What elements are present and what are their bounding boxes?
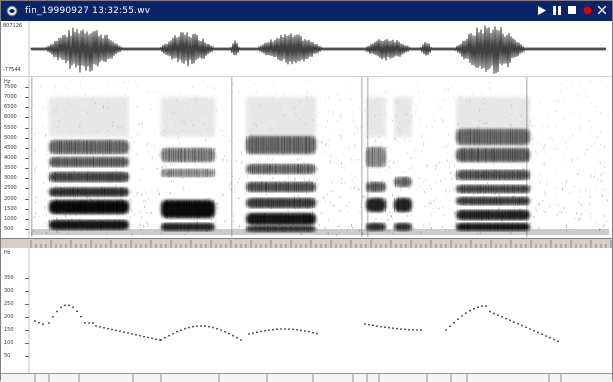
spectrogram-tick-label: 7500: [4, 84, 17, 90]
waveform-plot: [28, 21, 607, 76]
spectrogram-tick-mark: [25, 158, 29, 159]
spectrogram-tick-mark: [25, 208, 29, 210]
spectrogram-tick-mark: [25, 117, 29, 119]
spectrogram-tick-mark: [25, 137, 29, 139]
play-icon[interactable]: [536, 3, 548, 17]
spectrogram-tick-label: 5500: [4, 124, 17, 131]
pitch-unit-label: Hz: [4, 250, 11, 256]
spectrogram-pane[interactable]: Hz 7500 7000 6500 6000 5500 5000 4500 4000 3500 3…: [1, 77, 612, 238]
pitch-tick-mark: [25, 278, 29, 279]
spectrogram-tick-label: 6500: [4, 104, 17, 111]
spectrogram-tick-mark: [25, 218, 29, 220]
pitch-tick-label: 50: [4, 353, 11, 359]
pitch-pane[interactable]: Hz 350 300 250 200 150 100 50: [1, 248, 612, 373]
pitch-tick-label: 300: [4, 288, 14, 294]
window-title: fin_19990927 13:32:55.wv: [25, 6, 151, 16]
spectrogram-tick-mark: [25, 147, 29, 149]
pitch-tick-label: 100: [4, 340, 14, 346]
spectrogram-tick-label: 3000: [4, 175, 17, 182]
spectrogram-tick-label: 2500: [4, 185, 17, 192]
app-icon: [4, 3, 20, 19]
spectrogram-tick-mark: [25, 127, 29, 129]
pitch-tick-mark: [25, 317, 29, 318]
pause-icon[interactable]: [551, 3, 563, 17]
spectrogram-tick-label: 4000: [4, 155, 17, 161]
title-bar: fin_19990927 13:32:55.wv: [1, 1, 612, 21]
spectrogram-tick-label: 5000: [4, 134, 17, 141]
spectrogram-tick-mark: [25, 198, 29, 200]
close-icon[interactable]: [596, 3, 608, 17]
pitch-plot: [28, 248, 559, 373]
spectrogram-tick-label: 7000: [4, 94, 17, 101]
pitch-tick-mark: [25, 291, 29, 292]
pitch-tick-label: 200: [4, 314, 14, 320]
spectrogram-tick-label: 1000: [4, 215, 17, 222]
spectrogram-tick-label: 3500: [4, 165, 17, 172]
pitch-tick-label: 350: [4, 275, 14, 281]
spectrogram-plot: [28, 77, 610, 238]
stop-icon[interactable]: [566, 3, 578, 17]
pitch-tick-label: 150: [4, 327, 14, 333]
spectrogram-tick-mark: [25, 178, 29, 180]
pitch-tick-label: 250: [4, 301, 14, 307]
segment-strip[interactable]: [1, 373, 612, 382]
spectrogram-tick-label: 6000: [4, 114, 17, 121]
spectrogram-tick-mark: [25, 107, 29, 109]
spectrogram-tick-mark: [25, 87, 29, 88]
spectrogram-tick-mark: [25, 168, 29, 170]
spectrogram-tick-label: 1500: [4, 205, 17, 212]
waveform-top-label: 807126: [3, 23, 23, 29]
title-controls: [536, 3, 608, 17]
waveform-bottom-label: -77544: [3, 67, 21, 73]
pitch-tick-mark: [25, 330, 29, 331]
pitch-tick-mark: [25, 356, 29, 357]
spectrogram-tick-label: 4500: [4, 144, 17, 151]
waveform-pane[interactable]: 807126 -77544: [1, 21, 612, 76]
record-icon[interactable]: [581, 3, 593, 17]
spectrogram-unit-label: Hz: [4, 79, 11, 85]
spectrogram-tick-mark: [25, 229, 29, 230]
segment-marks: [34, 374, 562, 382]
pitch-tick-mark: [25, 304, 29, 305]
spectrogram-tick-mark: [25, 97, 29, 99]
spectrogram-tick-label: 500: [4, 226, 14, 232]
pitch-tick-mark: [25, 343, 29, 344]
time-ruler-ticks: [30, 240, 612, 248]
spectrogram-tick-label: 2000: [4, 195, 17, 202]
spectrogram-tick-mark: [25, 188, 29, 190]
